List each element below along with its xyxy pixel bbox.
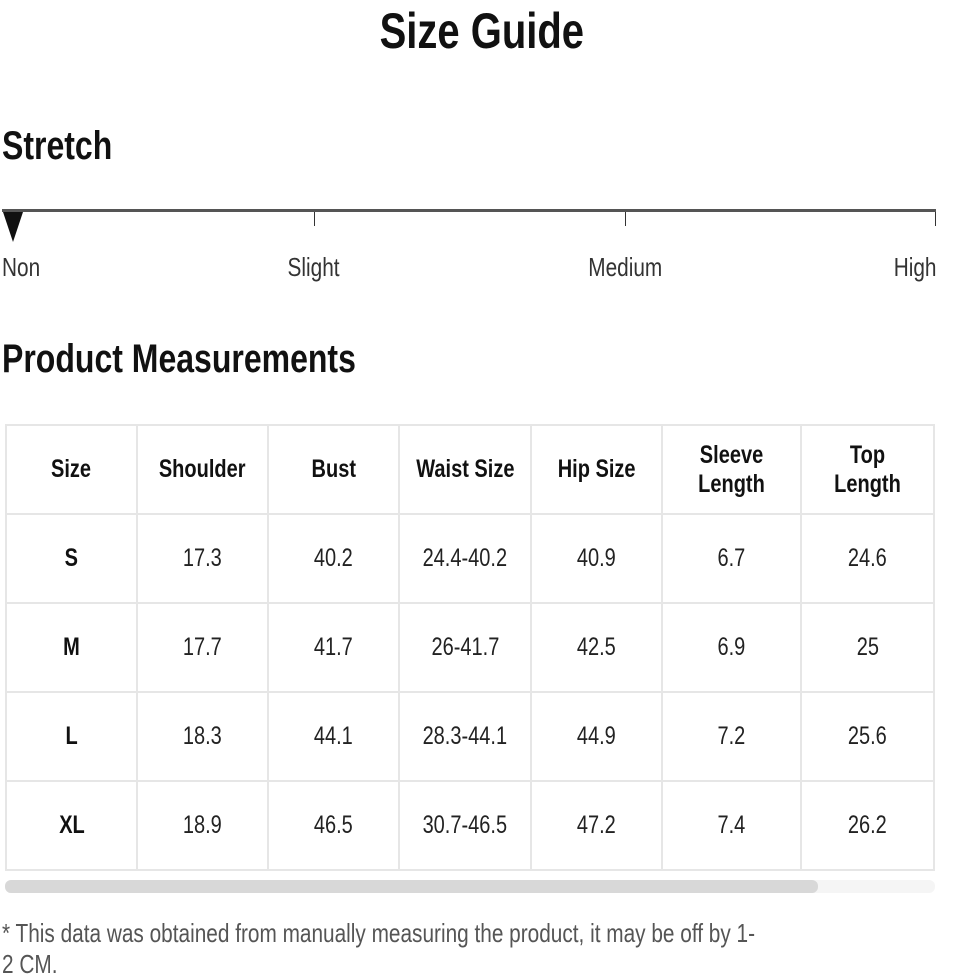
column-header: Waist Size xyxy=(398,424,532,515)
measurement-cell: 44.9 xyxy=(530,691,663,782)
table-row: M 17.7 41.7 26-41.7 42.5 6.9 25 xyxy=(5,602,935,693)
measurement-cell: 25 xyxy=(800,602,935,693)
stretch-label-non: Non xyxy=(2,252,41,282)
measurements-heading: Product Measurements xyxy=(2,337,356,381)
column-header: Size xyxy=(5,424,138,515)
size-cell: L xyxy=(5,691,138,782)
measurement-cell: 26.2 xyxy=(800,780,935,871)
stretch-tick-high xyxy=(935,212,936,226)
measurement-cell: 40.2 xyxy=(267,513,400,604)
stretch-scale-line xyxy=(2,209,936,212)
table-row: S 17.3 40.2 24.4-40.2 40.9 6.7 24.6 xyxy=(5,513,935,604)
size-cell: XL xyxy=(5,780,138,871)
stretch-label-slight: Slight xyxy=(287,252,341,282)
measurement-cell: 24.6 xyxy=(800,513,935,604)
measurement-cell: 26-41.7 xyxy=(398,602,532,693)
stretch-label-medium: Medium xyxy=(587,252,662,282)
column-header: Shoulder xyxy=(136,424,269,515)
table-row: L 18.3 44.1 28.3-44.1 44.9 7.2 25.6 xyxy=(5,691,935,782)
scrollbar-thumb[interactable] xyxy=(5,880,818,893)
column-header: Bust xyxy=(267,424,400,515)
measurement-cell: 18.3 xyxy=(136,691,269,782)
measurement-cell: 17.3 xyxy=(136,513,269,604)
stretch-label-high: High xyxy=(893,252,936,282)
measurement-cell: 6.7 xyxy=(661,513,802,604)
measurement-cell: 30.7-46.5 xyxy=(398,780,532,871)
measurement-cell: 41.7 xyxy=(267,602,400,693)
stretch-heading: Stretch xyxy=(2,124,113,168)
measurement-cell: 40.9 xyxy=(530,513,663,604)
stretch-tick-medium xyxy=(625,212,626,226)
size-cell: M xyxy=(5,602,138,693)
page-title: Size Guide xyxy=(379,3,584,59)
measurement-cell: 7.4 xyxy=(661,780,802,871)
measurement-cell: 24.4-40.2 xyxy=(398,513,532,604)
measurement-cell: 18.9 xyxy=(136,780,269,871)
stretch-tick-slight xyxy=(314,212,315,226)
column-header: Hip Size xyxy=(530,424,663,515)
measurements-table: Size Shoulder Bust Waist Size Hip Size S… xyxy=(5,424,935,871)
measurement-cell: 42.5 xyxy=(530,602,663,693)
stretch-pointer-icon xyxy=(3,212,23,242)
measurement-cell: 47.2 xyxy=(530,780,663,871)
measurement-note: * This data was obtained from manually m… xyxy=(2,918,756,979)
table-row: XL 18.9 46.5 30.7-46.5 47.2 7.4 26.2 xyxy=(5,780,935,871)
measurement-cell: 25.6 xyxy=(800,691,935,782)
measurement-cell: 44.1 xyxy=(267,691,400,782)
column-header: Sleeve Length xyxy=(661,424,802,515)
measurement-cell: 17.7 xyxy=(136,602,269,693)
measurement-cell: 28.3-44.1 xyxy=(398,691,532,782)
measurement-cell: 6.9 xyxy=(661,602,802,693)
measurement-cell: 7.2 xyxy=(661,691,802,782)
table-header-row: Size Shoulder Bust Waist Size Hip Size S… xyxy=(5,424,935,515)
measurement-cell: 46.5 xyxy=(267,780,400,871)
size-cell: S xyxy=(5,513,138,604)
column-header: Top Length xyxy=(800,424,935,515)
